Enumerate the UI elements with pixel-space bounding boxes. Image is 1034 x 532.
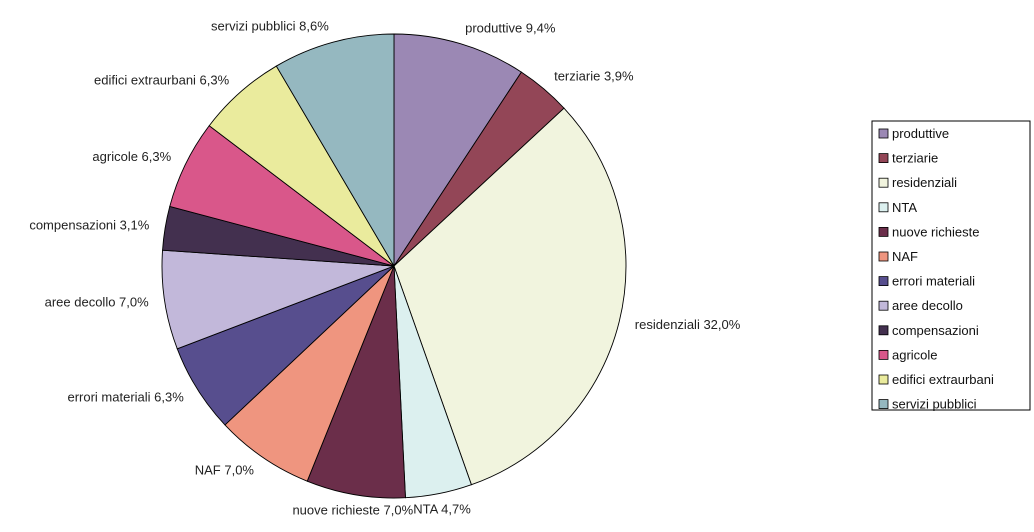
slice-label-edifici-extraurbani: edifici extraurbani 6,3% [94,73,230,88]
legend-swatch-terziarie [878,153,889,164]
legend-label-compensazioni: compensazioni [892,323,979,338]
pie-slice-residenziali [393,107,627,486]
slice-label-residenziali: residenziali 32,0% [635,317,741,332]
legend-swatch-residenziali [878,177,889,188]
slice-label-naf: NAF 7,0% [195,463,255,478]
legend-label-terziarie: terziarie [892,151,938,166]
slice-label-servizi-pubblici: servizi pubblici 8,6% [211,19,329,34]
slice-label-agricole: agricole 6,3% [92,149,171,164]
legend-label-errori-materiali: errori materiali [892,274,975,289]
legend-label-edifici-extraurbani: edifici extraurbani [892,372,994,387]
legend-swatch-nta [878,202,889,213]
pie-slice-servizi-pubblici [275,33,395,268]
legend-swatch-errori-materiali [878,276,889,287]
legend-label-agricole: agricole [892,347,938,362]
slice-label-aree-decollo: aree decollo 7,0% [45,295,150,310]
legend: produttive terziarie residenziali NTA nuove … [871,120,1031,412]
legend-label-nuove-richieste: nuove richieste [892,224,979,239]
legend-label-aree-decollo: aree decollo [892,298,963,313]
slice-label-produttive: produttive 9,4% [465,20,556,35]
slice-label-compensazioni: compensazioni 3,1% [29,218,149,233]
legend-label-nta: NTA [892,200,917,215]
legend-swatch-edifici-extraurbani [878,374,889,385]
legend-label-produttive: produttive [892,126,949,141]
pie-slice-produttive [393,33,523,268]
legend-swatch-produttive [878,128,889,139]
legend-swatch-naf [878,251,889,262]
slice-label-errori-materiali: errori materiali 6,3% [67,390,184,405]
pie-slices [161,33,627,499]
legend-swatch-agricole [878,349,889,360]
legend-label-servizi-pubblici: servizi pubblici [892,397,977,412]
slice-label-terziarie: terziarie 3,9% [554,69,634,84]
slice-label-nuove-richieste: nuove richieste 7,0% [292,503,413,518]
legend-swatch-compensazioni [878,325,889,336]
legend-swatch-aree-decollo [878,300,889,311]
legend-box [871,120,1031,411]
legend-swatch-nuove-richieste [878,226,889,237]
slice-labels: produttive 9,4% terziarie 3,9% residenzial… [29,19,740,518]
legend-label-residenziali: residenziali [892,175,957,190]
slice-label-nta: NTA 4,7% [413,501,471,516]
legend-swatch-servizi-pubblici [878,399,889,410]
legend-label-naf: NAF [892,249,918,264]
